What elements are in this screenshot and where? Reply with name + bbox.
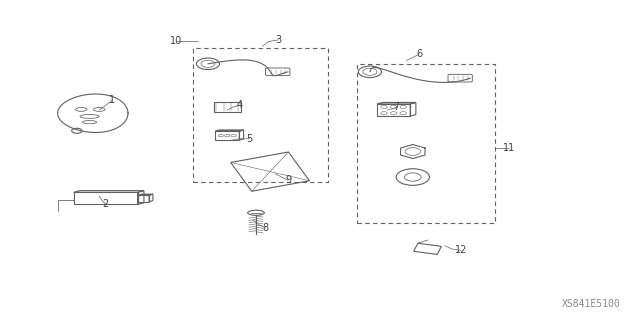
Text: 4: 4 bbox=[237, 100, 243, 110]
Text: 9: 9 bbox=[285, 175, 291, 185]
Text: 7: 7 bbox=[394, 102, 400, 112]
Text: 6: 6 bbox=[416, 49, 422, 59]
Bar bbox=[193, 48, 328, 182]
Text: 10: 10 bbox=[170, 36, 182, 47]
Text: XS841E5100: XS841E5100 bbox=[562, 300, 621, 309]
Bar bbox=[357, 64, 495, 223]
Text: 2: 2 bbox=[102, 199, 109, 209]
Text: 11: 11 bbox=[502, 143, 515, 153]
Text: 3: 3 bbox=[275, 35, 282, 45]
Text: 1: 1 bbox=[109, 95, 115, 106]
Bar bbox=[214, 102, 241, 112]
Text: 5: 5 bbox=[246, 134, 253, 144]
Text: 8: 8 bbox=[262, 223, 269, 233]
Text: 12: 12 bbox=[454, 245, 467, 256]
